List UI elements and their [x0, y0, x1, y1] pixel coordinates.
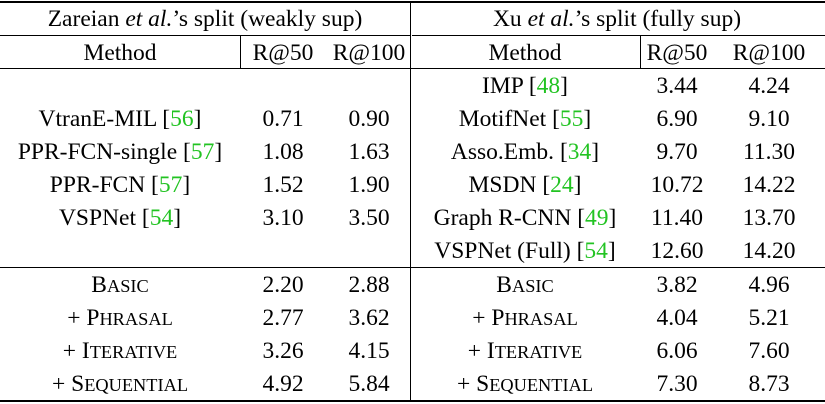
table-row-r50: 12.60	[650, 238, 704, 264]
citation-link[interactable]: 34	[567, 139, 592, 165]
table-row-r50: 3.44	[656, 73, 698, 99]
citation-link[interactable]: 57	[158, 172, 183, 198]
top-rule	[0, 1, 825, 3]
table-row-r100: 3.50	[348, 205, 390, 231]
ours-row-r50: 4.92	[262, 371, 304, 397]
citation-link[interactable]: 54	[149, 205, 174, 231]
table-row-r100: 13.70	[742, 205, 796, 231]
split-divider	[410, 1, 411, 402]
header-col-rule-left	[240, 36, 241, 68]
left-header-r100: R@100	[332, 40, 406, 66]
ours-row-method: + PHRASAL	[472, 305, 578, 331]
ours-row-r100: 4.15	[348, 338, 390, 364]
ours-row-method: BASIC	[496, 272, 554, 298]
citation-link[interactable]: 56	[170, 106, 194, 132]
left-header-method: Method	[83, 40, 157, 66]
right-header-method: Method	[488, 40, 562, 66]
table-row-r100: 4.24	[748, 73, 790, 99]
ours-row-method: + ITERATIVE	[62, 338, 178, 364]
table-row-r100: 14.20	[742, 238, 796, 264]
table-row-method: PPR-FCN-single [57]	[17, 139, 223, 165]
ours-row-method: + SEQUENTIAL	[51, 371, 189, 397]
citation-link[interactable]: 54	[584, 238, 608, 264]
title-rule-right	[412, 35, 825, 36]
table-row-method: MotifNet [55]	[458, 106, 592, 132]
header-rule	[0, 68, 825, 69]
table-row-r100: 14.22	[742, 172, 796, 198]
ours-row-method: BASIC	[91, 272, 149, 298]
ours-row-r100: 4.96	[748, 272, 790, 298]
table-row-r50: 0.71	[262, 106, 304, 132]
ours-row-r50: 7.30	[656, 371, 698, 397]
table-row-method: MSDN [24]	[468, 172, 582, 198]
ours-row-r100: 8.73	[748, 371, 790, 397]
ours-row-method: + PHRASAL	[67, 305, 173, 331]
table-row-method: IMP [48]	[482, 73, 568, 99]
table-row-r50: 3.10	[262, 205, 304, 231]
table-row-r100: 9.10	[748, 106, 790, 132]
ours-row-method: + ITERATIVE	[467, 338, 583, 364]
mid-rule	[0, 267, 825, 268]
citation-link[interactable]: 57	[190, 139, 215, 165]
citation-link[interactable]: 49	[585, 205, 609, 231]
ours-row-r50: 2.77	[262, 305, 304, 331]
ours-row-r100: 5.84	[348, 371, 390, 397]
table-row-method: VtranE-MIL [56]	[38, 106, 202, 132]
table-row-r50: 9.70	[656, 139, 698, 165]
table-row-r50: 6.90	[656, 106, 698, 132]
bottom-rule	[0, 400, 825, 402]
right-header-r100: R@100	[732, 40, 806, 66]
ours-row-r50: 4.04	[656, 305, 698, 331]
ours-row-r50: 3.82	[656, 272, 698, 298]
ours-row-r100: 3.62	[348, 305, 390, 331]
table-row-r100: 1.63	[348, 139, 390, 165]
citation-link[interactable]: 24	[550, 172, 574, 198]
table-row-r50: 1.52	[262, 172, 304, 198]
ours-row-r100: 5.21	[748, 305, 790, 331]
table-row-method: Graph R-CNN [49]	[433, 205, 617, 231]
left-split-title: Zareian et al.’s split (weakly sup)	[47, 6, 363, 32]
ours-row-r50: 2.20	[262, 272, 304, 298]
table-row-method: Asso.Emb. [34]	[450, 139, 600, 165]
right-header-r50: R@50	[646, 40, 708, 66]
table-row-r100: 1.90	[348, 172, 390, 198]
citation-link[interactable]: 55	[559, 106, 584, 132]
ours-row-r50: 3.26	[262, 338, 304, 364]
left-header-r50: R@50	[252, 40, 314, 66]
table-row-r50: 11.40	[650, 205, 704, 231]
table-row-r100: 11.30	[742, 139, 796, 165]
table-row-r50: 1.08	[262, 139, 304, 165]
header-col-rule-right	[640, 36, 641, 68]
table-row-method: VSPNet [54]	[58, 205, 182, 231]
ours-row-r50: 6.06	[656, 338, 698, 364]
right-split-title: Xu et al.’s split (fully sup)	[492, 6, 742, 32]
title-rule-left	[0, 35, 410, 36]
table-row-r100: 0.90	[348, 106, 390, 132]
ours-row-r100: 2.88	[348, 272, 390, 298]
ours-row-r100: 7.60	[748, 338, 790, 364]
ours-row-method: + SEQUENTIAL	[456, 371, 594, 397]
table-row-method: PPR-FCN [57]	[49, 172, 191, 198]
citation-link[interactable]: 48	[536, 73, 561, 99]
table-row-method: VSPNet (Full) [54]	[434, 238, 616, 264]
table-row-r50: 10.72	[650, 172, 704, 198]
